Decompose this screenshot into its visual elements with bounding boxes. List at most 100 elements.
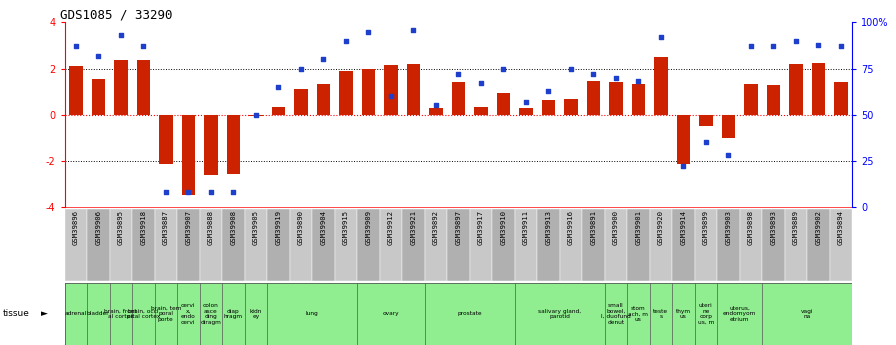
Point — [294, 66, 308, 71]
Point — [428, 103, 443, 108]
Bar — [721, 115, 735, 138]
Bar — [762, 209, 785, 281]
Bar — [339, 71, 352, 115]
Bar — [541, 100, 555, 115]
Point — [654, 34, 668, 40]
Bar — [694, 283, 717, 345]
Bar — [560, 209, 582, 281]
Text: GSM39913: GSM39913 — [546, 210, 551, 245]
Bar — [109, 283, 132, 345]
Point — [744, 44, 758, 49]
Bar — [605, 283, 627, 345]
Text: bladder: bladder — [87, 312, 109, 316]
Text: vagi
na: vagi na — [801, 309, 814, 319]
Text: GSM39906: GSM39906 — [95, 210, 101, 245]
Point — [833, 44, 848, 49]
Text: GSM39893: GSM39893 — [771, 210, 776, 245]
Point — [271, 84, 286, 90]
Point — [69, 44, 83, 49]
Bar — [154, 283, 177, 345]
Bar — [812, 63, 825, 115]
Text: salivary gland,
parotid: salivary gland, parotid — [538, 309, 582, 319]
Text: teste
s: teste s — [653, 309, 668, 319]
Text: GSM39890: GSM39890 — [297, 210, 304, 245]
Text: GSM39911: GSM39911 — [522, 210, 529, 245]
Bar — [136, 60, 150, 115]
Bar — [65, 283, 87, 345]
Text: GSM39895: GSM39895 — [117, 210, 124, 245]
Text: tissue: tissue — [3, 309, 30, 318]
Bar — [357, 209, 380, 281]
Bar — [447, 209, 470, 281]
Bar — [587, 81, 600, 115]
Text: kidn
ey: kidn ey — [250, 309, 262, 319]
Text: GSM39919: GSM39919 — [275, 210, 281, 245]
Point — [406, 27, 420, 32]
Bar — [514, 283, 605, 345]
Text: GSM39908: GSM39908 — [230, 210, 237, 245]
Point — [203, 189, 218, 195]
Bar — [402, 209, 425, 281]
Text: GSM39887: GSM39887 — [163, 210, 168, 245]
Text: stom
ach, m
us: stom ach, m us — [628, 306, 649, 322]
Point — [586, 71, 600, 77]
Bar — [87, 209, 109, 281]
Bar — [672, 209, 694, 281]
Text: small
bowel,
l, duofund
denut: small bowel, l, duofund denut — [601, 303, 631, 325]
Bar — [222, 283, 245, 345]
Bar — [362, 69, 375, 115]
Point — [226, 189, 240, 195]
Text: GSM39888: GSM39888 — [208, 210, 214, 245]
Bar — [492, 209, 514, 281]
Text: GSM39915: GSM39915 — [343, 210, 349, 245]
Bar — [470, 209, 492, 281]
Text: ►: ► — [41, 309, 48, 318]
Bar — [267, 283, 357, 345]
Point — [361, 29, 375, 34]
Text: GSM39889: GSM39889 — [793, 210, 799, 245]
Bar — [114, 60, 127, 115]
Point — [114, 32, 128, 38]
Bar — [249, 115, 263, 116]
Text: GSM39914: GSM39914 — [680, 210, 686, 245]
Text: GSM39901: GSM39901 — [635, 210, 642, 245]
Bar — [609, 82, 623, 115]
Bar — [699, 115, 712, 126]
Point — [339, 38, 353, 43]
Bar — [65, 209, 87, 281]
Bar — [429, 108, 443, 115]
Text: GSM39920: GSM39920 — [658, 210, 664, 245]
Text: GSM39910: GSM39910 — [500, 210, 506, 245]
Bar — [627, 283, 650, 345]
Bar — [312, 209, 334, 281]
Bar — [474, 107, 487, 115]
Text: GSM39904: GSM39904 — [320, 210, 326, 245]
Bar — [182, 115, 195, 196]
Bar — [91, 79, 105, 115]
Bar — [294, 89, 307, 115]
Bar — [159, 115, 173, 164]
Bar — [271, 107, 285, 115]
Point — [181, 189, 195, 195]
Bar — [830, 209, 852, 281]
Point — [91, 53, 106, 58]
Bar — [672, 283, 694, 345]
Text: GSM39900: GSM39900 — [613, 210, 619, 245]
Bar — [694, 209, 717, 281]
Bar — [289, 209, 312, 281]
Bar — [582, 209, 605, 281]
Bar — [154, 209, 177, 281]
Bar — [452, 82, 465, 115]
Bar — [785, 209, 807, 281]
Text: diap
hragm: diap hragm — [224, 309, 243, 319]
Bar — [204, 115, 218, 175]
Text: GSM39899: GSM39899 — [702, 210, 709, 245]
Text: GSM39896: GSM39896 — [73, 210, 79, 245]
Text: GSM39891: GSM39891 — [590, 210, 597, 245]
Bar — [384, 65, 398, 115]
Text: GSM39902: GSM39902 — [815, 210, 822, 245]
Text: prostate: prostate — [457, 312, 482, 316]
Bar — [807, 209, 830, 281]
Text: GSM39905: GSM39905 — [253, 210, 259, 245]
Text: brain, tem
poral
porte: brain, tem poral porte — [151, 306, 181, 322]
